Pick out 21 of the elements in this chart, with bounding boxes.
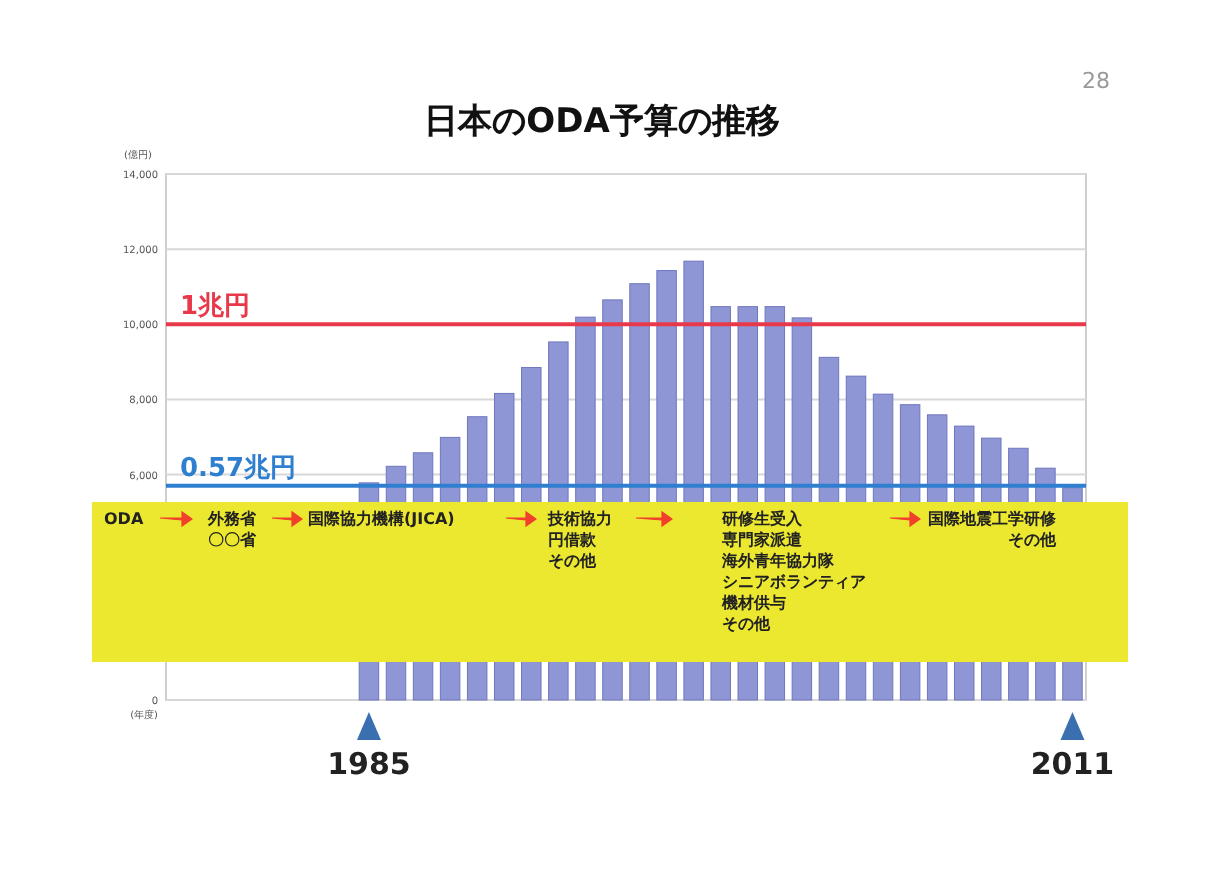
text: 28 [1082, 68, 1110, 94]
annotation: 研修生受入 [720, 510, 804, 528]
x-tick-label: 2011 [1030, 746, 1115, 782]
annotation: 海外青年協力隊 [720, 552, 836, 570]
annotation: その他 [722, 615, 772, 633]
annotation: その他 [1008, 531, 1058, 549]
annotation: 〇〇省 [208, 531, 258, 549]
annotation: 機材供与 [720, 594, 786, 612]
ref-line-label: 1兆円 [180, 292, 251, 323]
x-tick-label: 1985 [327, 746, 411, 782]
ref-line-label: 0.57兆円 [180, 453, 297, 484]
text: ODA [104, 510, 145, 528]
chart-title: 日本のODA予算の推移 [424, 102, 780, 142]
annotation: シニアボランティア [722, 573, 866, 591]
annotation: 専門家派遣 [720, 529, 804, 549]
annotation: 国際協力機構(JICA) [308, 510, 455, 528]
annotation: 円借款 [548, 531, 598, 549]
annotation: 外務省 [206, 510, 258, 528]
annotation: 国際地震工学研修 [928, 510, 1058, 528]
annotation: その他 [548, 552, 598, 570]
annotation: 技術協力 [546, 510, 612, 528]
